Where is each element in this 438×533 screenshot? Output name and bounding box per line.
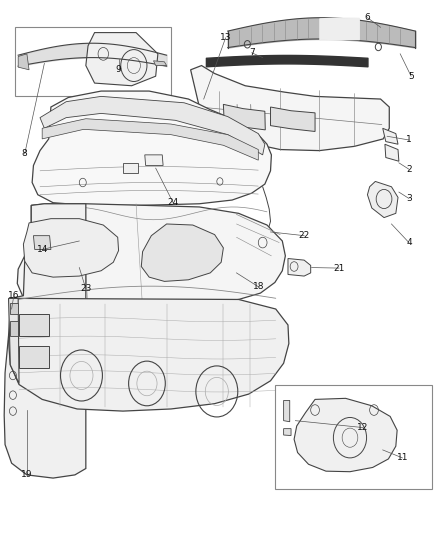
- Text: 18: 18: [253, 282, 264, 291]
- Text: 24: 24: [167, 198, 179, 207]
- Bar: [275, 385, 432, 489]
- Text: 14: 14: [36, 245, 48, 254]
- Polygon shape: [385, 144, 399, 161]
- Polygon shape: [23, 219, 119, 277]
- Text: 19: 19: [21, 471, 33, 479]
- Polygon shape: [284, 429, 291, 435]
- Polygon shape: [284, 400, 290, 422]
- Polygon shape: [42, 119, 258, 160]
- Polygon shape: [33, 236, 51, 249]
- Text: 4: 4: [406, 238, 412, 247]
- Polygon shape: [123, 163, 138, 173]
- Polygon shape: [32, 91, 272, 205]
- Text: 11: 11: [397, 454, 408, 463]
- Polygon shape: [294, 398, 397, 472]
- Text: 16: 16: [8, 291, 20, 300]
- Polygon shape: [145, 155, 163, 165]
- Text: 9: 9: [116, 66, 121, 74]
- Polygon shape: [86, 33, 158, 86]
- Text: 12: 12: [357, 423, 369, 432]
- Text: 13: 13: [220, 34, 231, 43]
- Polygon shape: [367, 181, 398, 217]
- Bar: [19, 314, 49, 336]
- Text: 21: 21: [333, 264, 345, 272]
- Polygon shape: [383, 128, 398, 144]
- Text: 5: 5: [408, 71, 414, 80]
- Bar: [19, 346, 49, 368]
- Text: 23: 23: [80, 284, 92, 293]
- Polygon shape: [271, 107, 315, 132]
- Text: 2: 2: [406, 165, 412, 174]
- Polygon shape: [141, 224, 223, 281]
- Text: 6: 6: [364, 13, 370, 22]
- Text: 7: 7: [249, 49, 254, 57]
- Polygon shape: [17, 204, 286, 309]
- Polygon shape: [153, 61, 166, 66]
- Text: 8: 8: [22, 149, 28, 158]
- Polygon shape: [9, 298, 289, 411]
- Polygon shape: [18, 54, 29, 70]
- Bar: [11, 303, 18, 314]
- Polygon shape: [9, 298, 19, 383]
- Text: 22: 22: [299, 231, 310, 240]
- Text: 3: 3: [406, 194, 412, 203]
- Polygon shape: [223, 104, 265, 130]
- Polygon shape: [288, 259, 311, 276]
- Polygon shape: [4, 204, 86, 478]
- Polygon shape: [40, 96, 265, 155]
- Bar: [11, 321, 18, 336]
- Polygon shape: [191, 66, 389, 151]
- Text: 1: 1: [406, 135, 412, 144]
